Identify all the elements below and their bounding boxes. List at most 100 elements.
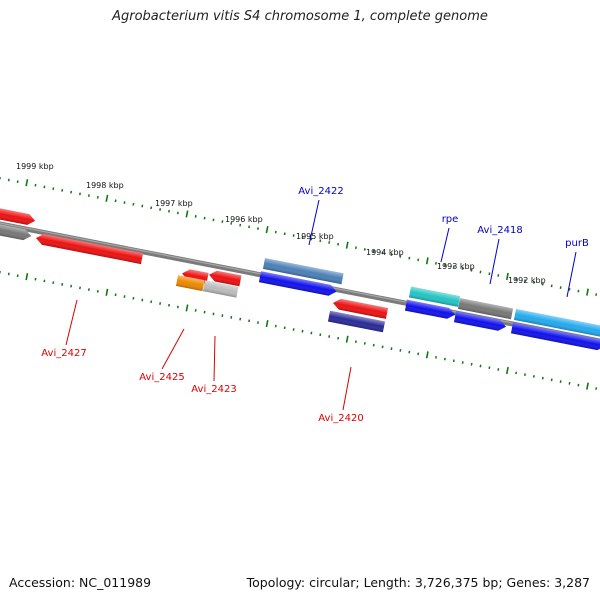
gene-feature-shading <box>453 311 507 331</box>
scale-label: 1998 kbp <box>86 181 124 190</box>
inner-minor-tick <box>595 387 598 390</box>
outer-minor-tick <box>43 185 46 189</box>
reverse-gene-label[interactable]: Avi_2420 <box>318 413 363 424</box>
forward-leader-line <box>440 227 450 263</box>
inner-minor-tick <box>328 335 331 338</box>
reverse-leader-line <box>161 328 185 370</box>
outer-minor-tick <box>16 180 19 184</box>
inner-minor-tick <box>310 331 313 335</box>
outer-major-tick <box>265 226 269 234</box>
outer-minor-tick <box>141 204 144 208</box>
inner-minor-tick <box>221 314 224 318</box>
forward-leader-line <box>566 251 577 298</box>
outer-minor-tick <box>595 293 598 296</box>
inner-minor-tick <box>497 368 500 371</box>
scale-label: 1996 kbp <box>225 215 263 224</box>
inner-scale-ticks <box>0 270 598 390</box>
inner-minor-tick <box>203 310 206 314</box>
inner-minor-tick <box>319 333 322 337</box>
outer-minor-tick <box>257 227 259 230</box>
outer-minor-tick <box>354 246 357 250</box>
outer-major-tick <box>185 210 189 218</box>
inner-minor-tick <box>132 296 135 300</box>
scale-label: 1995 kbp <box>296 232 334 241</box>
forward-gene-label[interactable]: rpe <box>442 214 459 225</box>
outer-minor-tick <box>461 267 464 270</box>
outer-minor-tick <box>283 232 286 236</box>
gene-feature-shading <box>327 310 386 333</box>
outer-minor-tick <box>301 235 304 239</box>
scale-label: 1992 kbp <box>508 276 546 285</box>
forward-gene-label[interactable]: purB <box>565 238 589 249</box>
inner-major-tick <box>25 273 29 281</box>
inner-minor-tick <box>114 293 117 297</box>
inner-minor-tick <box>150 300 153 304</box>
outer-minor-tick <box>7 178 10 182</box>
outer-minor-tick <box>577 289 580 293</box>
inner-minor-tick <box>230 316 233 319</box>
outer-minor-tick <box>292 234 295 237</box>
outer-minor-tick <box>479 270 482 274</box>
inner-minor-tick <box>524 373 526 377</box>
outer-minor-tick <box>52 187 55 191</box>
gene-feature-shading <box>36 233 144 265</box>
outer-minor-tick <box>132 202 135 206</box>
inner-minor-tick <box>70 284 73 288</box>
inner-minor-tick <box>43 279 46 283</box>
scale-labels: 1999 kbp 1998 kbp 1997 kbp 1996 kbp 1995 kbp… <box>16 162 546 285</box>
inner-minor-tick <box>372 343 375 347</box>
outer-minor-tick <box>168 209 170 213</box>
gene-feature-shading <box>209 270 242 287</box>
inner-minor-tick <box>470 362 473 366</box>
outer-minor-tick <box>390 253 393 257</box>
scale-label: 1997 kbp <box>155 199 193 208</box>
inner-minor-tick <box>577 383 580 387</box>
inner-minor-tick <box>257 321 259 324</box>
outer-minor-tick <box>248 225 251 229</box>
inner-minor-tick <box>354 340 357 344</box>
outer-minor-tick <box>203 216 206 220</box>
inner-major-tick <box>105 288 109 296</box>
gene-feature-shading <box>262 258 344 285</box>
outer-minor-tick <box>550 284 553 288</box>
inner-minor-tick <box>96 289 99 293</box>
reverse-leader-line <box>213 335 216 382</box>
outer-minor-tick <box>274 230 277 234</box>
inner-minor-tick <box>34 277 37 281</box>
outer-minor-tick <box>452 265 455 269</box>
scale-label: 1994 kbp <box>366 248 404 257</box>
outer-minor-tick <box>239 223 242 227</box>
gene-feature-shading <box>258 271 337 296</box>
outer-minor-tick <box>159 208 162 211</box>
inner-minor-tick <box>274 324 277 328</box>
gene-feature-shading <box>510 322 600 351</box>
forward-gene-label[interactable]: Avi_2418 <box>477 225 522 236</box>
inner-minor-tick <box>0 270 1 274</box>
outer-major-tick <box>345 241 349 249</box>
reverse-gene-label[interactable]: Avi_2425 <box>139 372 184 383</box>
outer-minor-tick <box>443 263 446 267</box>
inner-minor-tick <box>532 375 535 378</box>
inner-minor-tick <box>363 342 366 345</box>
reverse-leader-line <box>342 366 352 411</box>
gene-features <box>0 206 600 351</box>
gene-feature-shading <box>408 286 461 307</box>
inner-minor-tick <box>550 378 553 382</box>
genome-summary: Topology: circular; Length: 3,726,375 bp… <box>246 575 590 590</box>
inner-minor-tick <box>248 319 251 323</box>
inner-minor-tick <box>283 326 286 330</box>
outer-minor-tick <box>328 241 331 244</box>
outer-minor-tick <box>337 242 340 246</box>
forward-gene-label[interactable]: Avi_2422 <box>298 186 343 197</box>
inner-minor-tick <box>390 347 393 351</box>
outer-minor-tick <box>194 215 197 218</box>
scale-label: 1999 kbp <box>16 162 54 171</box>
gene-feature-shading <box>404 299 456 319</box>
outer-minor-tick <box>212 218 215 222</box>
outer-minor-tick <box>221 220 224 224</box>
scale-label: 1993 kbp <box>437 262 475 271</box>
reverse-gene-label[interactable]: Avi_2427 <box>41 348 86 359</box>
outer-major-tick <box>105 194 109 202</box>
reverse-gene-label[interactable]: Avi_2423 <box>191 384 236 395</box>
